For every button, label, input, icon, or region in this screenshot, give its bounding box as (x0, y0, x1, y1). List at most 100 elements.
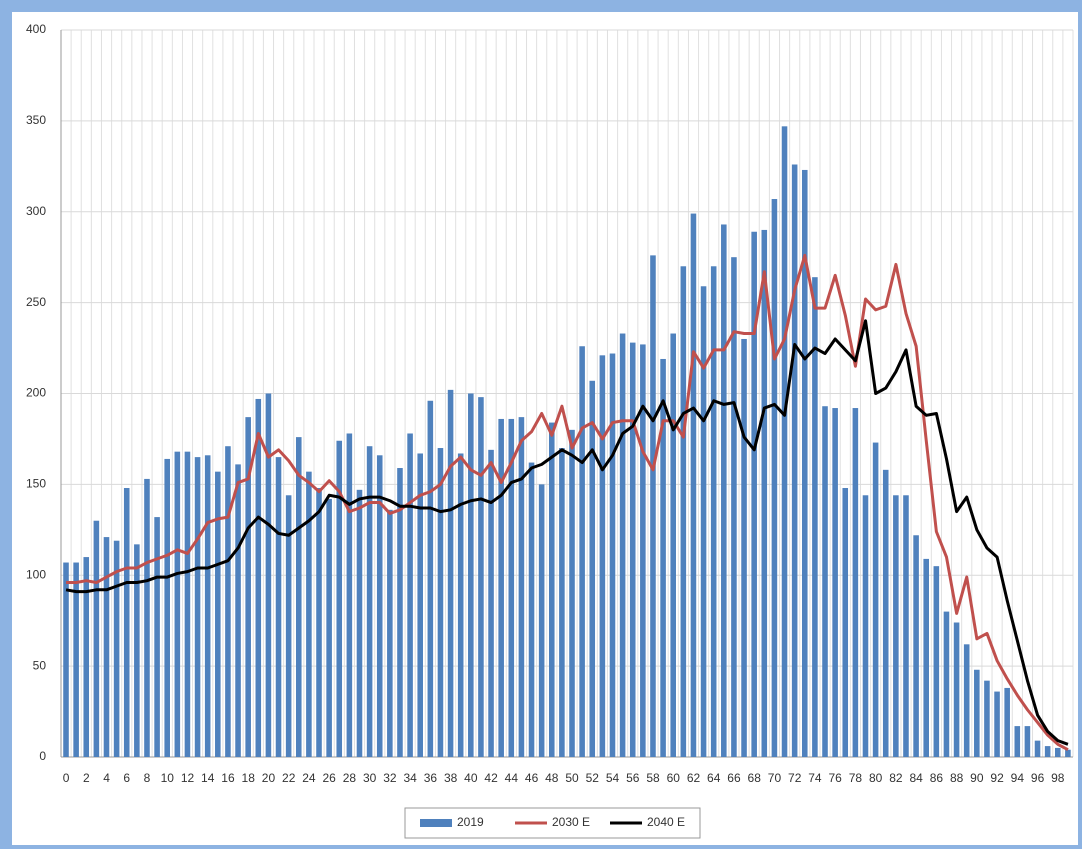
bar (83, 557, 90, 757)
bar (255, 398, 262, 757)
y-tick-label: 150 (26, 477, 46, 491)
x-tick-label: 32 (383, 771, 397, 785)
bar (93, 520, 100, 757)
bar (872, 442, 879, 757)
bar (660, 358, 666, 757)
bar (548, 422, 555, 757)
y-tick-label: 100 (26, 567, 46, 581)
x-tick-label: 42 (484, 771, 498, 785)
x-tick-label: 82 (889, 771, 903, 785)
x-tick-label: 22 (282, 771, 296, 785)
bar (670, 333, 676, 757)
bar (963, 644, 970, 757)
legend-swatch (420, 819, 452, 827)
x-tick-label: 40 (464, 771, 478, 785)
x-tick-label: 14 (201, 771, 215, 785)
x-tick-label: 60 (667, 771, 681, 785)
bar (731, 257, 737, 757)
y-tick-label: 400 (26, 22, 46, 36)
bar (123, 488, 130, 757)
bar (953, 622, 960, 757)
bar (984, 680, 990, 757)
x-tick-label: 34 (403, 771, 417, 785)
bar (680, 266, 687, 757)
x-tick-label: 76 (829, 771, 843, 785)
bar (741, 338, 747, 757)
x-tick-label: 52 (586, 771, 600, 785)
bar (194, 457, 201, 757)
bar (812, 277, 818, 757)
bar (751, 231, 757, 757)
bar (184, 451, 191, 757)
x-tick-label: 62 (687, 771, 701, 785)
bar (1044, 746, 1051, 757)
bar (721, 224, 727, 757)
x-tick-label: 78 (849, 771, 863, 785)
bar (569, 429, 575, 757)
bar (700, 286, 707, 757)
bar (63, 562, 69, 757)
x-tick-label: 2 (83, 771, 90, 785)
x-tick-label: 26 (323, 771, 337, 785)
x-tick-label: 74 (808, 771, 822, 785)
bar (822, 406, 828, 757)
x-tick-label: 44 (505, 771, 519, 785)
bar (832, 408, 838, 757)
legend-box (404, 807, 701, 839)
y-tick-label: 300 (26, 204, 46, 218)
x-tick-label: 84 (909, 771, 923, 785)
bar (356, 489, 363, 757)
bar (447, 389, 454, 757)
x-tick-label: 12 (181, 771, 195, 785)
x-tick-label: 94 (1011, 771, 1025, 785)
legend-label: 2040 E (647, 815, 685, 829)
x-tick-label: 80 (869, 771, 883, 785)
bar (1014, 726, 1021, 757)
x-tick-label: 6 (123, 771, 130, 785)
y-tick-label: 50 (33, 658, 47, 672)
bar (1054, 747, 1061, 757)
legend-label: 2019 (457, 815, 484, 829)
x-tick-label: 38 (444, 771, 458, 785)
x-tick-label: 36 (424, 771, 438, 785)
x-tick-label: 54 (606, 771, 620, 785)
bar (468, 393, 474, 757)
bar (376, 455, 383, 757)
bar (589, 380, 596, 757)
bar (397, 468, 403, 757)
bar (923, 558, 929, 757)
bar (609, 353, 616, 757)
bar (771, 199, 778, 758)
x-tick-label: 68 (748, 771, 762, 785)
bar (1004, 687, 1010, 757)
bar (457, 453, 464, 757)
bar (204, 455, 211, 757)
bar (174, 451, 181, 757)
bar (113, 540, 120, 757)
x-tick-label: 20 (262, 771, 276, 785)
bar (417, 453, 423, 757)
x-tick-label: 56 (626, 771, 640, 785)
bar (265, 393, 272, 757)
bar (842, 488, 849, 757)
bar (528, 462, 535, 757)
bar (781, 126, 788, 757)
bar (154, 517, 160, 757)
bar (235, 464, 241, 757)
bar (134, 544, 140, 757)
bar (285, 495, 292, 757)
x-tick-label: 72 (788, 771, 802, 785)
bar (619, 333, 626, 757)
bar (478, 397, 484, 757)
bar (488, 449, 494, 757)
bar (1065, 749, 1071, 757)
x-tick-label: 88 (950, 771, 964, 785)
bar (579, 346, 585, 757)
bar (498, 418, 504, 757)
x-tick-label: 92 (990, 771, 1004, 785)
bar (518, 417, 525, 757)
bar (295, 437, 302, 757)
bar (882, 469, 889, 757)
bar (366, 446, 373, 757)
